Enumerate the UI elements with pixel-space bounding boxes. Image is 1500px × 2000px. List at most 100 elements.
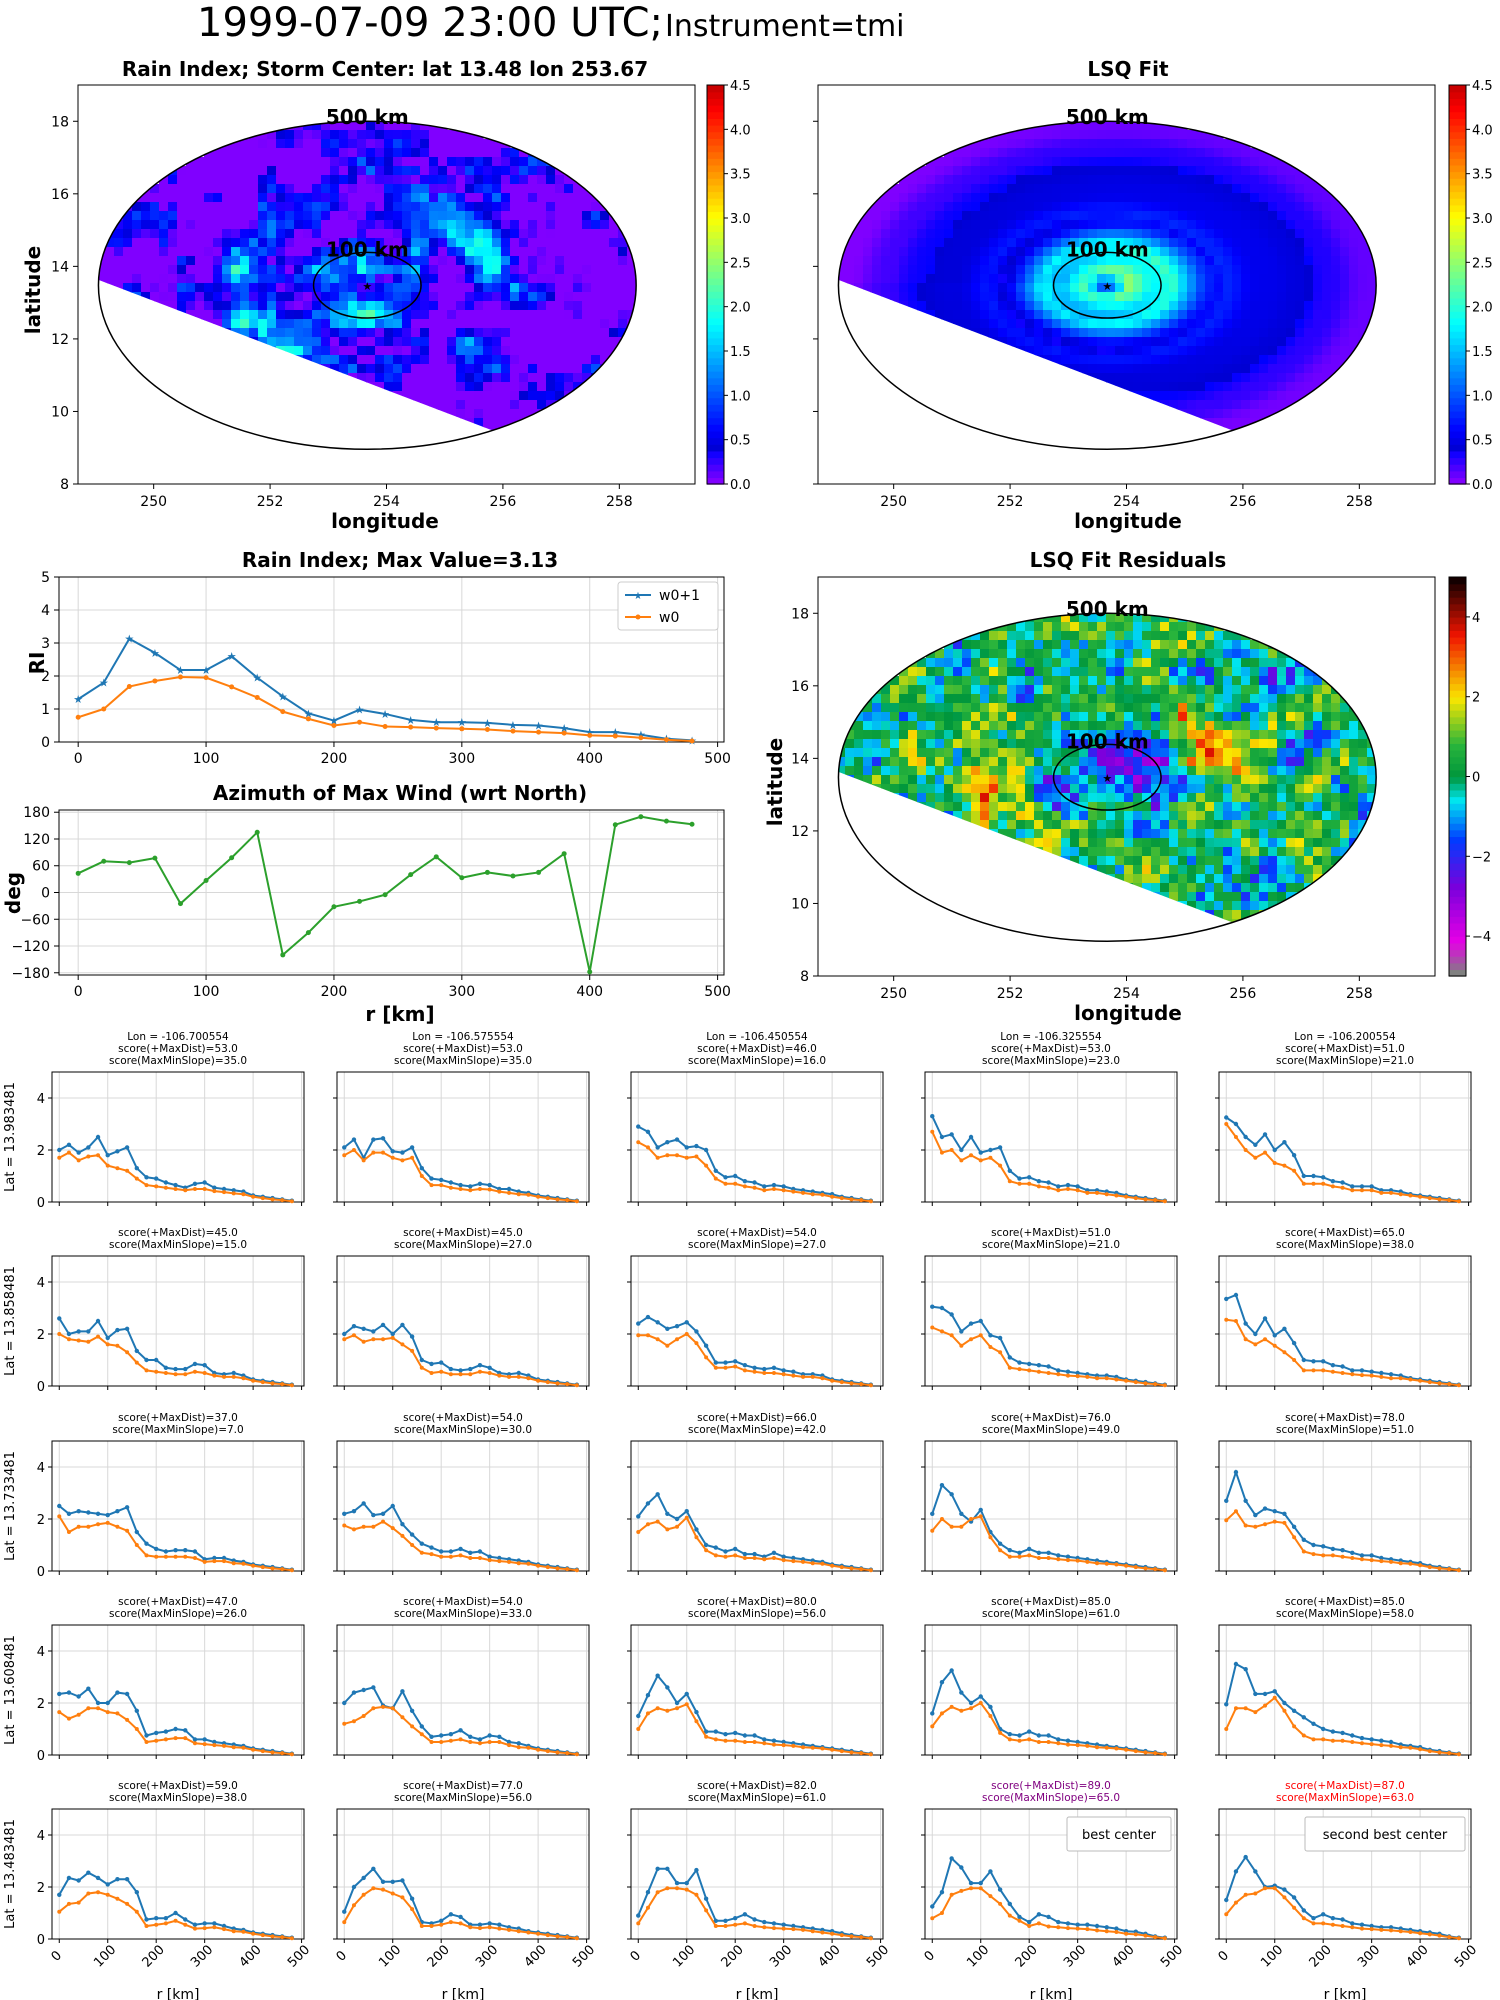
- series-w0-point: [357, 719, 363, 725]
- panel-point-w0p1: [448, 1912, 454, 1917]
- panel-point-w0p1: [1388, 1372, 1394, 1377]
- panel-point-w0: [251, 1931, 256, 1936]
- panel-point-w0: [1311, 1921, 1316, 1926]
- panel-point-w0: [684, 1155, 689, 1160]
- panel-point-w0: [115, 1343, 120, 1348]
- panel-point-w0p1: [674, 1324, 680, 1329]
- panel-point-w0: [536, 1194, 541, 1199]
- panel-point-w0: [105, 1892, 110, 1897]
- panel-point-w0p1: [1104, 1925, 1109, 1930]
- panel-point-w0p1: [95, 1700, 101, 1706]
- panel-frame: [336, 1808, 590, 1940]
- panel-point-w0p1: [1036, 1550, 1042, 1556]
- panel-point-w0p1: [86, 1329, 91, 1334]
- panel-xtick-label: 100: [964, 1942, 992, 1970]
- panel-frame: [51, 1440, 305, 1572]
- panel-point-w0: [410, 1155, 415, 1160]
- panel-xtick-label: 200: [719, 1942, 747, 1970]
- panel-point-w0p1: [163, 1729, 169, 1734]
- series-w0-point: [75, 714, 81, 720]
- panel-point-w0: [1007, 1179, 1012, 1184]
- panel-point-w0p1: [448, 1366, 454, 1372]
- panel-point-w0p1: [173, 1366, 178, 1372]
- panel-point-w0: [978, 1701, 983, 1705]
- panel-point-w0p1: [674, 1137, 680, 1142]
- panel-point-w0p1: [124, 1145, 130, 1150]
- panel-frame: [630, 1071, 884, 1203]
- panel-point-w0p1: [665, 1326, 670, 1332]
- panel-point-w0p1: [173, 1182, 178, 1188]
- panel-point-w0p1: [1350, 1184, 1355, 1189]
- panel-point-w0p1: [212, 1185, 217, 1190]
- rain-index-map-colorbar-label: 1.5: [730, 345, 751, 360]
- panel-point-w0: [1056, 1557, 1061, 1562]
- panel-point-w0: [516, 1929, 521, 1934]
- panel-xtick-label: 500: [1452, 1942, 1480, 1970]
- panel-point-w0: [704, 1734, 709, 1739]
- lsq-residuals-map-ytick-label: 14: [791, 751, 809, 767]
- panel-point-w0: [1437, 1933, 1442, 1938]
- panel-point-w0: [381, 1337, 386, 1342]
- panel-point-w0: [1418, 1378, 1423, 1383]
- panel-score-maxdist: score(+MaxDist)=82.0: [697, 1780, 817, 1792]
- panel-point-w0p1: [516, 1370, 521, 1376]
- panel-point-w0: [762, 1188, 767, 1193]
- panel-point-w0: [1263, 1886, 1268, 1891]
- panel-xtick-label: 300: [1061, 1942, 1089, 1970]
- lsq-fit-map-colorbar-label: 3.0: [1472, 212, 1493, 227]
- panel-point-w0: [1095, 1745, 1100, 1750]
- panel-point-w0p1: [1379, 1555, 1384, 1561]
- panel-point-w0: [675, 1524, 680, 1529]
- panel-point-w0p1: [968, 1321, 974, 1326]
- panel-point-w0: [105, 1342, 110, 1347]
- panel-point-w0: [251, 1378, 256, 1383]
- panel-point-w0: [939, 1711, 944, 1716]
- panel-point-w0p1: [173, 1548, 178, 1553]
- panel-point-w0p1: [988, 1704, 993, 1710]
- panel-point-w0: [1133, 1749, 1138, 1754]
- panel-point-w0: [1272, 1886, 1277, 1891]
- panel-point-w0p1: [742, 1179, 748, 1184]
- azimuth-ytick-label: 180: [23, 805, 50, 821]
- lsq-residuals-map-xlabel: longitude: [1074, 1001, 1182, 1025]
- panel-score-maxminslope: score(MaxMinSlope)=56.0: [394, 1792, 532, 1804]
- panel-point-w0: [1301, 1549, 1306, 1554]
- panel-point-w0p1: [124, 1505, 130, 1510]
- panel-point-w0: [105, 1163, 110, 1168]
- panel-point-w0p1: [949, 1668, 954, 1673]
- panel-point-w0: [270, 1566, 275, 1571]
- panel-point-w0: [173, 1736, 178, 1741]
- series-w0-point: [229, 684, 235, 690]
- panel-point-w0: [280, 1382, 285, 1387]
- panel-point-w0: [694, 1341, 699, 1346]
- panel-point-w0p1: [645, 1129, 651, 1135]
- panel-point-w0: [260, 1933, 265, 1938]
- panel-point-w0: [781, 1188, 786, 1193]
- panel-point-w0: [1321, 1368, 1326, 1373]
- lsq-fit-map-colorbar-label: 1.0: [1472, 389, 1493, 404]
- panel-point-w0: [222, 1374, 227, 1379]
- lsq-fit-map-colorbar-label: 4.0: [1472, 123, 1493, 138]
- panel-point-w0: [1027, 1181, 1032, 1186]
- panel-point-w0: [574, 1752, 579, 1757]
- rain-index-map-colorbar-label: 4.0: [730, 123, 751, 138]
- panel-series-w0: [638, 1332, 871, 1387]
- series-azimuth-point: [357, 898, 363, 904]
- panel-point-w0: [1359, 1188, 1364, 1193]
- lsq-residuals-map-ytick-label: 18: [791, 606, 809, 622]
- panel-score-maxdist: score(+MaxDist)=37.0: [118, 1412, 238, 1424]
- score-panel: score(+MaxDist)=78.0score(MaxMinSlope)=5…: [1215, 1412, 1472, 1575]
- panel-point-w0p1: [694, 1709, 699, 1715]
- panel-point-w0: [949, 1333, 954, 1338]
- panel-point-w0: [1036, 1556, 1041, 1560]
- panel-point-w0: [1027, 1924, 1032, 1928]
- panel-point-w0: [742, 1921, 747, 1926]
- panel-xtick-label: 100: [1258, 1942, 1286, 1970]
- azimuth-ytick-label: 120: [23, 832, 50, 848]
- panel-point-w0: [998, 1350, 1003, 1355]
- panel-point-w0: [713, 1176, 718, 1181]
- panel-point-w0: [1359, 1373, 1364, 1378]
- panel-point-w0p1: [497, 1555, 502, 1561]
- panel-point-w0: [930, 1528, 935, 1533]
- panel-point-w0p1: [1036, 1179, 1042, 1184]
